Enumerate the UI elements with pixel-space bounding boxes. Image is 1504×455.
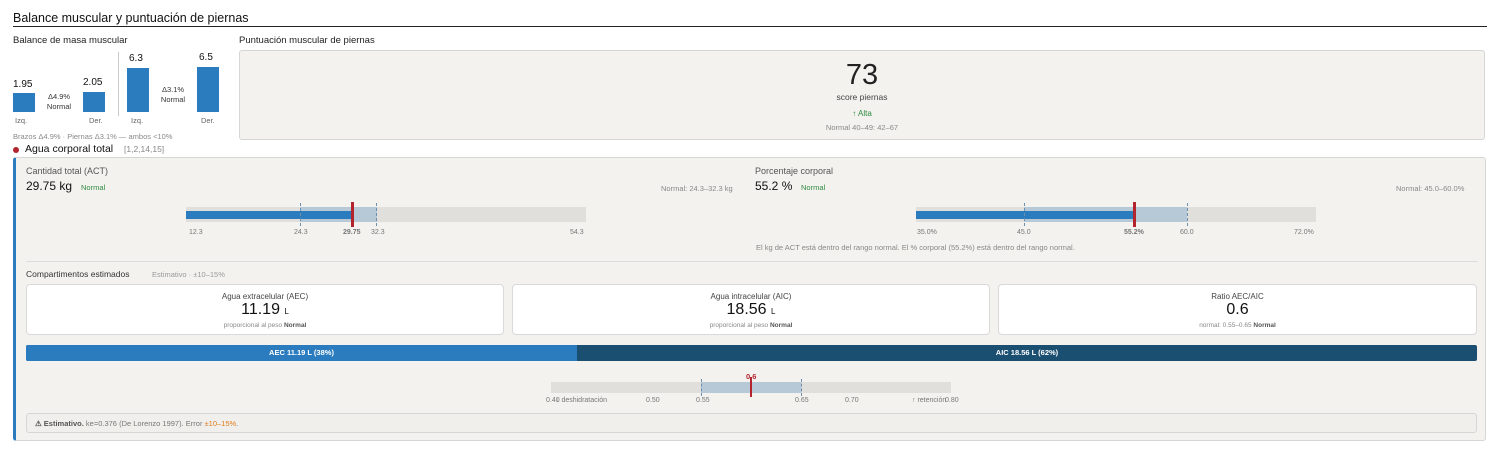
- compartments-title: Compartimentos estimados: [26, 269, 130, 279]
- act-value: 29.75 kg: [26, 179, 73, 193]
- leg-delta: Δ3.1% Normal: [160, 85, 186, 104]
- act-tick-max: 54.3: [570, 229, 584, 236]
- pct-label: Porcentaje corporal: [755, 166, 834, 176]
- compartments-subtitle: Estimativo · ±10–15%: [152, 270, 225, 279]
- pct-gauge-fill: [916, 211, 1134, 219]
- act-gauge-fill: [186, 211, 354, 219]
- leg-left-label: Izq.: [131, 116, 144, 125]
- balance-divider: [118, 52, 119, 116]
- pct-normal-range: Normal: 45.0–60.0%: [1396, 184, 1465, 193]
- aec-card-title: Agua extracelular (AEC): [221, 292, 309, 301]
- act-tick-high: 32.3: [371, 229, 385, 236]
- balance-footnote: Brazos Δ4.9% · Piernas Δ3.1% — ambos <10…: [13, 132, 173, 141]
- arm-left-label: Izq.: [15, 116, 28, 125]
- pct-gauge: [916, 202, 1316, 227]
- aic-card: Agua intracelular (AIC) 18.56 L proporci…: [512, 284, 990, 335]
- leg-score-title: Puntuación muscular de piernas: [239, 35, 375, 46]
- leg-score-panel: 73 score piernas ↑ Alta Normal 40–49: 42…: [239, 50, 1485, 140]
- water-panel: Cantidad total (ACT) 29.75 kg Normal Nor…: [13, 157, 1486, 441]
- aec-card-value: 11.19 L: [241, 301, 289, 318]
- water-note: El kg de ACT está dentro del rango norma…: [756, 243, 1075, 252]
- ratio-tick-065: 0.65: [795, 397, 809, 404]
- ratio-tick-050: 0.50: [646, 397, 660, 404]
- section-title: Balance muscular y puntuación de piernas: [13, 11, 249, 25]
- leg-right-value: 6.5: [199, 52, 213, 63]
- leg-score-level: ↑ Alta: [852, 109, 872, 118]
- leg-score-label: score piernas: [836, 92, 888, 102]
- pct-tick-min: 35.0%: [917, 229, 937, 236]
- arm-right-bar: [83, 92, 105, 112]
- act-low-limit: [300, 203, 301, 226]
- act-label: Cantidad total (ACT): [26, 166, 109, 176]
- arm-right-value: 2.05: [83, 77, 103, 88]
- aic-segment-label: AIC 18.56 L (62%): [995, 348, 1059, 357]
- arm-left-bar: [13, 93, 35, 112]
- leg-right-bar: [197, 67, 219, 112]
- arm-left-value: 1.95: [13, 79, 33, 90]
- water-title: Agua corporal total: [25, 143, 114, 155]
- estimation-disclaimer: ⚠ Estimativo. ke=0.376 (De Lorenzo 1997)…: [26, 413, 1477, 433]
- leg-right-label: Der.: [201, 116, 215, 125]
- act-normal-range: Normal: 24.3–32.3 kg: [661, 184, 733, 193]
- arm-delta: Δ4.9% Normal: [46, 92, 72, 111]
- ratio-card-title: Ratio AEC/AIC: [1211, 292, 1264, 301]
- act-status: Normal: [81, 183, 106, 192]
- water-divider: [26, 261, 1478, 262]
- pct-high-limit: [1187, 203, 1188, 226]
- ratio-tick-040: 0.40: [546, 397, 560, 404]
- aec-card-sub: proporcional al peso Normal: [223, 322, 307, 329]
- ratio-tick-070: 0.70: [845, 397, 859, 404]
- section-divider: [13, 26, 1487, 27]
- act-gauge: [186, 202, 586, 227]
- pct-tick-high: 60.0: [1180, 229, 1194, 236]
- ratio-card: Ratio AEC/AIC 0.6 normal: 0.55–0.65 Norm…: [998, 284, 1477, 335]
- muscle-balance-title: Balance de masa muscular: [13, 35, 128, 46]
- aec-segment: [26, 345, 577, 361]
- leg-score-normal-range: Normal 40–49: 42–67: [825, 123, 899, 132]
- water-status-dot: [13, 147, 19, 153]
- water-refs: [1,2,14,15]: [124, 144, 165, 154]
- act-marker: [351, 202, 354, 227]
- ratio-tick-080: 0.80: [945, 397, 959, 404]
- ratio-card-sub: normal: 0.55–0.65 Normal: [1199, 322, 1276, 329]
- pct-status: Normal: [801, 183, 826, 192]
- leg-left-value: 6.3: [129, 53, 143, 64]
- pct-marker: [1133, 202, 1136, 227]
- leg-score-value: 73: [845, 59, 879, 91]
- compartment-split-bar: AEC 11.19 L (38%) AIC 18.56 L (62%): [26, 345, 1477, 361]
- act-high-limit: [376, 203, 377, 226]
- ratio-marker-label: 0.6: [746, 372, 756, 381]
- pct-tick-low: 45.0: [1017, 229, 1031, 236]
- pct-tick-max: 72.0%: [1294, 229, 1314, 236]
- pct-value: 55.2 %: [755, 179, 793, 193]
- pct-low-limit: [1024, 203, 1025, 226]
- act-tick-low: 24.3: [294, 229, 308, 236]
- aec-segment-label: AEC 11.19 L (38%): [269, 348, 334, 357]
- ratio-gauge: [551, 377, 951, 397]
- pct-tick-current: 55.2%: [1124, 229, 1144, 236]
- ratio-marker: [750, 377, 752, 397]
- arm-right-label: Der.: [89, 116, 103, 125]
- aec-card: Agua extracelular (AEC) 11.19 L proporci…: [26, 284, 504, 335]
- leg-left-bar: [127, 68, 149, 112]
- ratio-low-label: ↓ deshidratación: [556, 397, 607, 404]
- ratio-card-value: 0.6: [1226, 301, 1249, 318]
- act-tick-min: 12.3: [189, 229, 203, 236]
- aic-card-title: Agua intracelular (AIC): [710, 292, 792, 301]
- aic-card-sub: proporcional al peso Normal: [709, 322, 793, 329]
- aic-card-value: 18.56 L: [726, 301, 776, 318]
- act-tick-current: 29.75: [343, 229, 361, 236]
- ratio-tick-055: 0.55: [696, 397, 710, 404]
- ratio-high-label: ↑ retención: [912, 397, 947, 404]
- ratio-low-limit: [701, 379, 702, 396]
- ratio-high-limit: [801, 379, 802, 396]
